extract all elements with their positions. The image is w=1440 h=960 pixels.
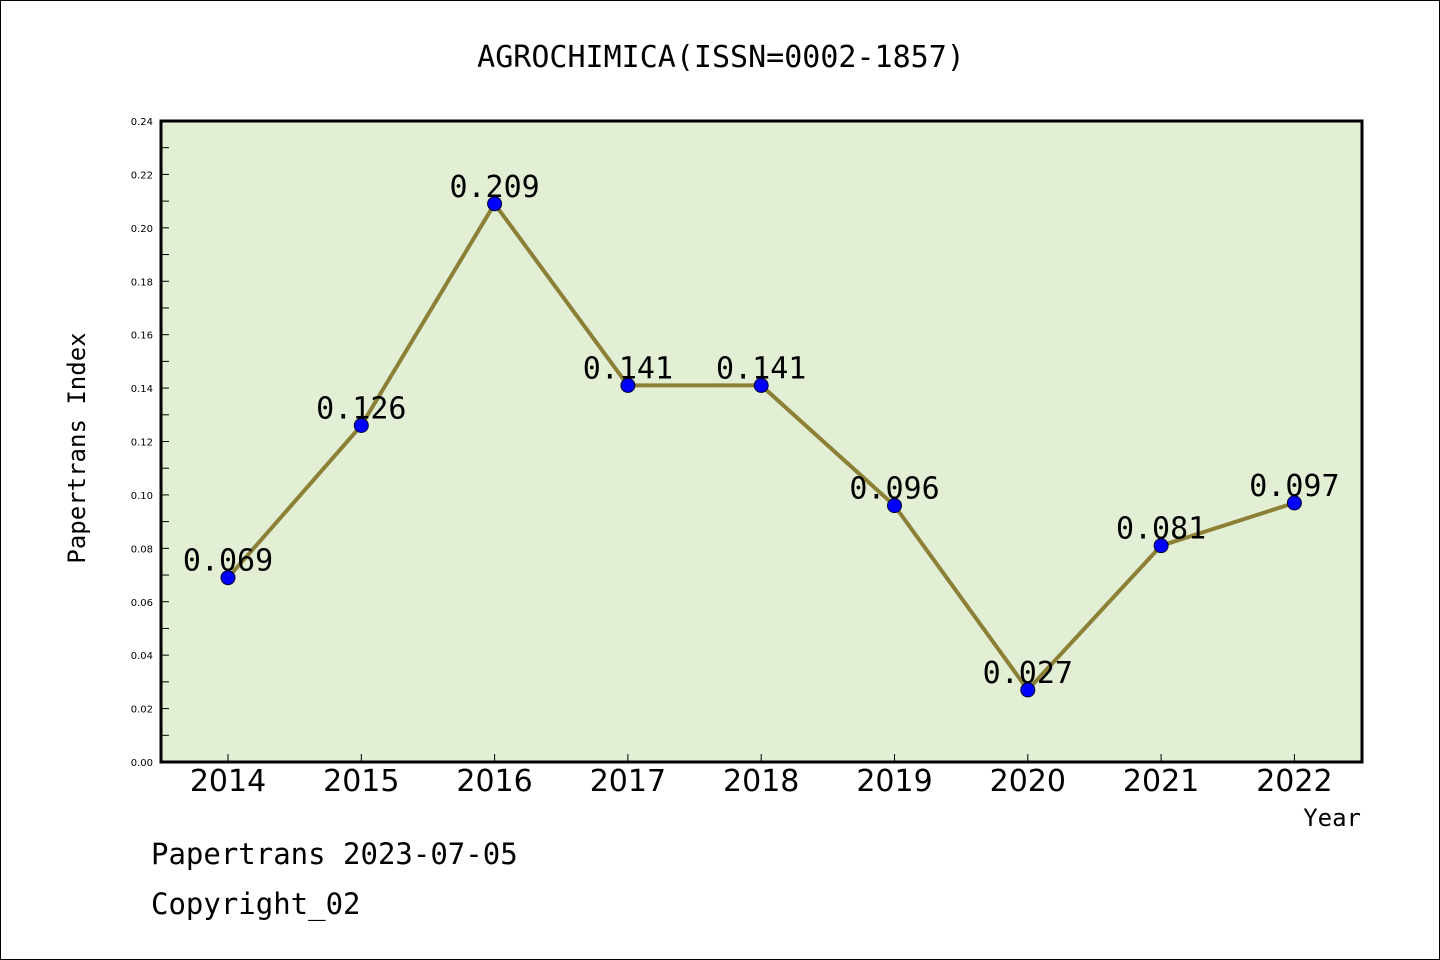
plot-area	[161, 121, 1362, 762]
y-tick-label: 0.12	[131, 438, 153, 449]
x-tick-label: 2018	[723, 764, 799, 799]
y-tick-label: 0.24	[131, 117, 153, 128]
y-tick-label: 0.08	[131, 544, 153, 555]
x-tick-label: 2022	[1256, 764, 1332, 799]
data-label: 0.141	[583, 351, 673, 386]
x-axis-label: Year	[1303, 804, 1361, 832]
data-point	[1286, 495, 1302, 511]
data-label: 0.027	[983, 656, 1073, 691]
data-point	[353, 417, 369, 433]
data-label: 0.126	[316, 391, 406, 426]
data-label: 0.141	[716, 351, 806, 386]
x-tick-label: 2019	[856, 764, 932, 799]
x-tick-label: 2014	[190, 764, 266, 799]
data-label: 0.081	[1116, 512, 1206, 547]
chart-title: AGROCHIMICA(ISSN=0002-1857)	[477, 40, 965, 75]
data-label: 0.096	[849, 472, 939, 507]
y-tick-label: 0.06	[131, 598, 153, 609]
data-point	[1020, 682, 1036, 698]
data-label: 0.069	[183, 544, 273, 579]
y-tick-label: 0.16	[131, 331, 153, 342]
footer-copyright: Copyright_02	[151, 887, 361, 921]
y-tick-label: 0.14	[131, 384, 153, 395]
y-tick-label: 0.22	[131, 170, 153, 181]
y-tick-label: 0.20	[131, 224, 153, 235]
x-tick-label: 2016	[456, 764, 532, 799]
y-tick-label: 0.04	[131, 651, 153, 662]
data-point	[220, 570, 236, 586]
data-point	[1153, 538, 1169, 554]
data-point	[620, 377, 636, 393]
data-point	[887, 498, 902, 514]
y-axis-label: Papertrans Index	[63, 332, 91, 563]
x-tick-label: 2015	[323, 764, 399, 799]
x-tick-label: 2021	[1123, 764, 1199, 799]
footer-date: Papertrans 2023-07-05	[151, 837, 518, 871]
data-point	[487, 196, 503, 212]
y-tick-label: 0.10	[131, 491, 153, 502]
data-label: 0.097	[1249, 469, 1339, 504]
x-tick-label: 2017	[590, 764, 666, 799]
ticks-layer: 0.00 0.02 0.04 0.06 0.08 0.10 0.12 0.14 0.16 0.18…	[131, 117, 1333, 799]
x-tick-label: 2020	[990, 764, 1066, 799]
data-point	[753, 377, 769, 393]
y-tick-label: 0.18	[131, 277, 153, 288]
y-tick-label: 0.00	[131, 758, 153, 769]
plot-frame	[159, 119, 1364, 764]
y-tick-label: 0.02	[131, 705, 153, 716]
data-label: 0.209	[449, 170, 539, 205]
series-layer: 0.069 0.126 0.209 0.141 0.141 0.096 0.027 0.081…	[183, 170, 1340, 698]
